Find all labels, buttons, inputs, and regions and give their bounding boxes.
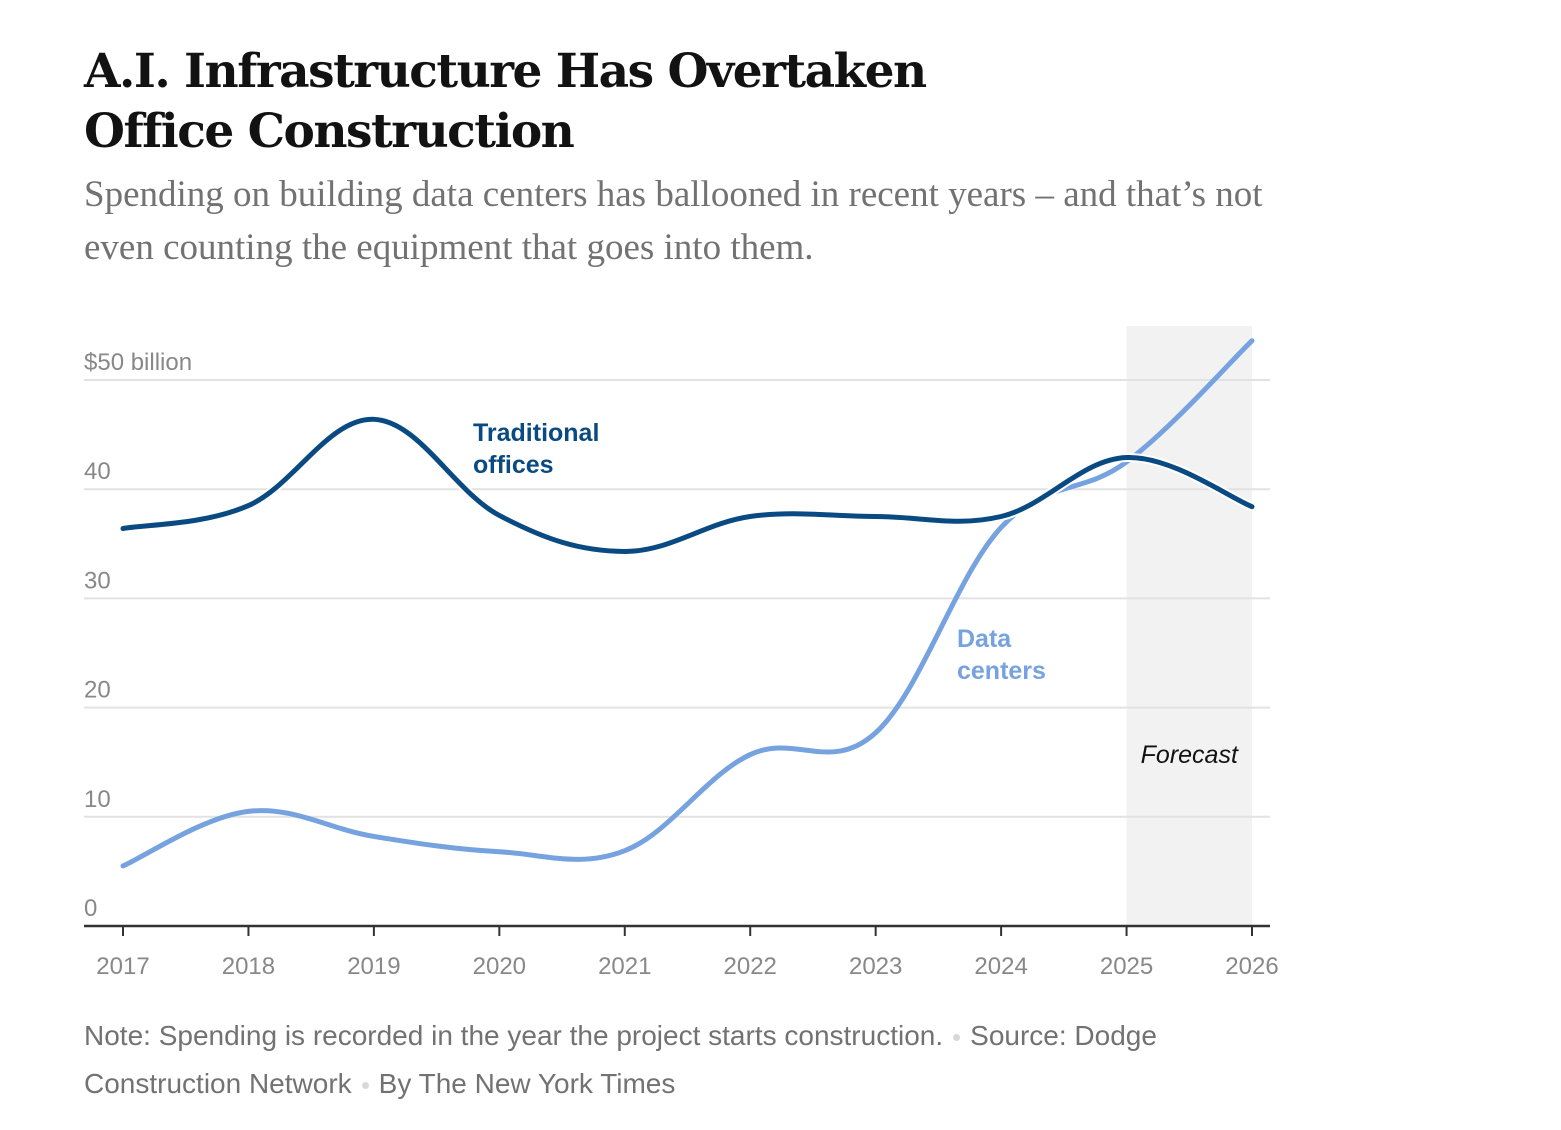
series-line-data-centers: [120, 338, 1255, 869]
series-line-offices: [120, 416, 1255, 554]
y-tick-label: 40: [84, 458, 111, 485]
x-axis-labels: 2017 2018 2019 2020 2021 2022 2023 2024 2025 2026: [96, 953, 1278, 980]
x-axis-ticks: [122, 926, 1253, 936]
y-axis-labels: 0 10 20 30 40 $50 billion: [84, 349, 192, 922]
x-tick-label: 2022: [724, 953, 777, 980]
y-tick-label: $50 billion: [84, 349, 192, 376]
note-text: Note: Spending is recorded in the year t…: [84, 1020, 944, 1051]
x-tick-label: 2026: [1225, 953, 1278, 980]
separator-dot: [953, 1034, 961, 1042]
y-tick-label: 20: [84, 677, 111, 704]
series-label-data-centers: Data centers: [957, 625, 1046, 685]
x-tick-label: 2019: [347, 953, 400, 980]
separator-dot: [361, 1082, 369, 1090]
byline-text: By The New York Times: [378, 1068, 676, 1099]
x-tick-label: 2018: [222, 953, 275, 980]
x-tick-label: 2025: [1100, 953, 1153, 980]
forecast-annotation: Forecast: [1141, 741, 1239, 769]
chart-subtitle: Spending on building data centers has ba…: [84, 174, 1263, 268]
series-label-offices: Traditional offices: [473, 419, 599, 479]
x-tick-label: 2020: [473, 953, 526, 980]
chart-notes: Note: Spending is recorded in the year t…: [84, 1012, 1284, 1108]
x-tick-label: 2023: [849, 953, 902, 980]
gridlines: [84, 379, 1270, 818]
x-tick-label: 2021: [598, 953, 651, 980]
x-tick-label: 2017: [96, 953, 149, 980]
x-tick-label: 2024: [974, 953, 1027, 980]
source-text: Source: Dodge Construction Network: [84, 1020, 1157, 1099]
forecast-band: [1126, 326, 1252, 926]
y-tick-label: 30: [84, 567, 111, 594]
y-tick-label: 10: [84, 786, 111, 813]
y-tick-label: 0: [84, 895, 97, 922]
line-chart: 0 10 20 30 40 $50 billion 2017 2018 2019 2020 202…: [84, 326, 1279, 980]
chart-title: A.I. Infrastructure Has Overtaken Office…: [84, 44, 927, 159]
